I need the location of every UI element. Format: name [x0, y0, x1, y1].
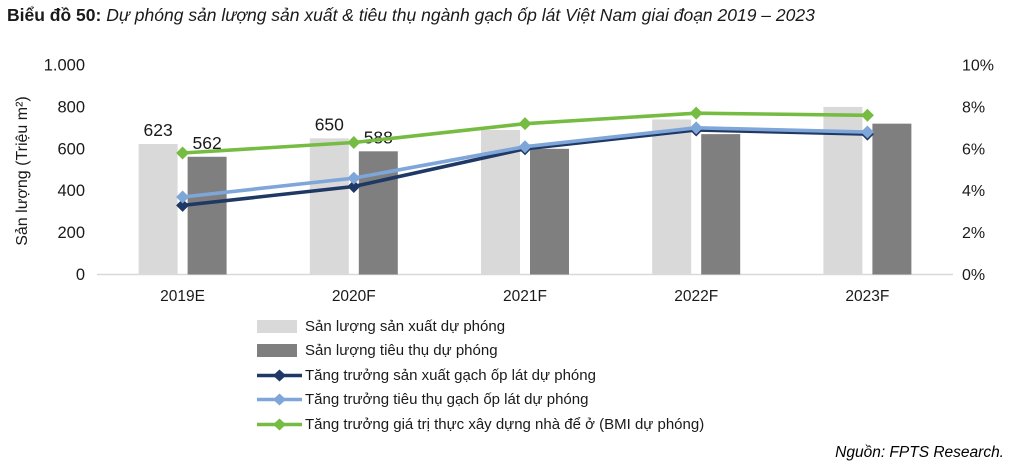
production-growth-line-marker	[347, 180, 361, 194]
y-axis-tick-label: 600	[57, 140, 85, 158]
consumption-growth-line-marker	[860, 125, 874, 139]
legend-label: Sản lượng tiêu thụ dự phóng	[305, 342, 498, 360]
bar-data-label: 562	[192, 133, 221, 153]
construction-growth-line-marker	[860, 108, 874, 122]
production-bar	[138, 143, 178, 275]
x-axis-label: 2022F	[674, 288, 718, 305]
legend-label: Tăng trưởng giá trị thực xây dựng nhà để…	[305, 415, 705, 433]
legend-swatch	[257, 344, 302, 358]
construction-growth-line-marker	[518, 117, 532, 131]
production-growth-line-marker	[176, 198, 190, 212]
legend-swatch	[257, 417, 302, 432]
consumption-bar	[530, 148, 569, 275]
y2-axis-tick-label: 6%	[962, 141, 985, 158]
legend-bar-swatch	[257, 344, 297, 358]
consumption-growth-line-marker	[689, 121, 703, 135]
legend-line-swatch	[257, 393, 302, 406]
legend-label: Tăng trưởng sản xuất gạch ốp lát dự phón…	[305, 366, 596, 384]
production-bar	[309, 138, 349, 275]
y2-axis-tick-label: 0%	[962, 267, 985, 284]
combo-chart-canvas: 0 200 400 600 800 1.000 0% 2% 4% 6% 8% 10% Sản lượng…	[14, 57, 994, 306]
source-text: Nguồn: FPTS Research.	[835, 444, 1004, 461]
legend-line-swatch	[257, 418, 302, 431]
production-bar	[652, 119, 692, 275]
consumption-growth-line-marker	[176, 190, 190, 204]
y-axis-title: Sản lượng (Triệu m²)	[14, 96, 31, 246]
chart-title: Biểu đồ 50: Dự phóng sản lượng sản xuất …	[7, 5, 815, 26]
chart-title-text: Dự phóng sản lượng sản xuất & tiêu thụ n…	[106, 5, 815, 25]
consumption-bar	[872, 123, 912, 275]
y2-axis-tick-label: 8%	[962, 99, 985, 116]
chart-legend: Sản lượng sản xuất dự phóng Sản lượng tiê…	[257, 314, 704, 437]
x-axis-label: 2023F	[845, 288, 889, 305]
consumption-growth-line-marker	[347, 171, 361, 185]
legend-item-consumption-growth-line: Tăng trưởng tiêu thụ gạch ốp lát dự phón…	[257, 388, 704, 413]
legend-swatch	[257, 392, 302, 407]
y-axis-tick-label: 0	[76, 266, 85, 284]
legend-item-production-growth-line: Tăng trưởng sản xuất gạch ốp lát dự phón…	[257, 363, 704, 388]
y2-axis-tick-label: 2%	[962, 225, 985, 242]
y-axis-tick-label: 400	[57, 182, 85, 200]
bar-data-label: 623	[143, 120, 172, 140]
y-axis-tick-label: 200	[57, 224, 85, 242]
construction-growth-line-marker	[689, 106, 703, 120]
construction-growth-line-marker	[176, 146, 190, 160]
y-axis-tick-label: 1.000	[44, 57, 85, 75]
consumption-growth-line-marker	[518, 140, 532, 154]
construction-growth-line-marker	[347, 136, 361, 150]
legend-item-construction-growth-line: Tăng trưởng giá trị thực xây dựng nhà để…	[257, 412, 704, 437]
legend-label: Sản lượng sản xuất dự phóng	[305, 317, 506, 335]
y2-axis-tick-label: 10%	[962, 58, 994, 75]
legend-bar-swatch	[257, 319, 297, 333]
chart-title-prefix: Biểu đồ 50:	[7, 5, 102, 25]
legend-item-production-bar: Sản lượng sản xuất dự phóng	[257, 314, 704, 339]
consumption-growth-line	[182, 126, 868, 199]
x-axis-label: 2020F	[332, 288, 376, 305]
legend-swatch	[257, 368, 302, 383]
consumption-bar	[187, 156, 227, 275]
legend-line-swatch	[257, 369, 302, 382]
legend-item-consumption-bar: Sản lượng tiêu thụ dự phóng	[257, 339, 704, 364]
y-axis-tick-label: 800	[57, 98, 85, 116]
y2-axis-tick-label: 4%	[962, 183, 985, 200]
legend-swatch	[257, 319, 302, 333]
x-axis-label: 2021F	[503, 288, 547, 305]
bar-data-label: 650	[315, 114, 344, 134]
x-axis-label: 2019E	[160, 288, 205, 305]
consumption-bar	[701, 134, 741, 275]
legend-label: Tăng trưởng tiêu thụ gạch ốp lát dự phón…	[305, 391, 589, 409]
